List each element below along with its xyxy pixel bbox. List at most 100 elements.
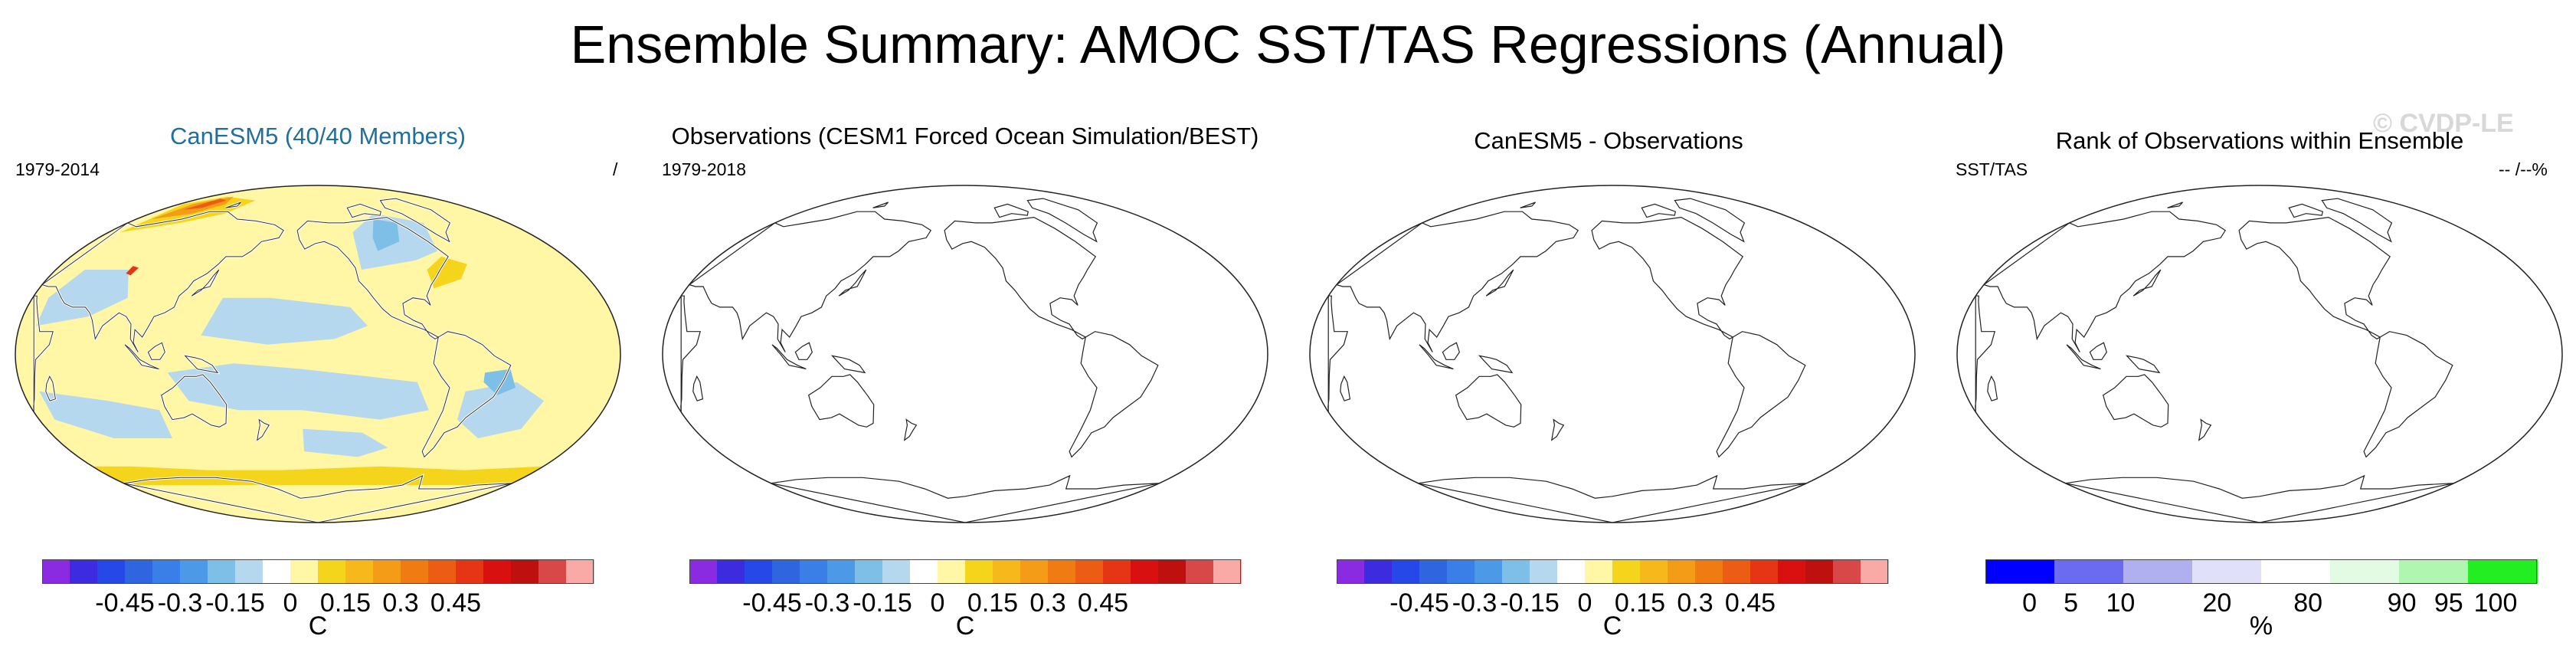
colorbar-unit: % — [2249, 611, 2273, 641]
colorbar-segment — [1695, 559, 1723, 584]
world-map — [662, 185, 1268, 523]
colorbar — [1985, 559, 2538, 584]
colorbar-segment — [1612, 559, 1641, 584]
colorbar-segment — [1364, 559, 1393, 584]
colorbar-segment — [1158, 559, 1187, 584]
colorbar-segment — [97, 559, 126, 584]
colorbar-segment — [882, 559, 911, 584]
colorbar-tick-label: 10 — [2106, 588, 2136, 618]
colorbar-segment — [318, 559, 346, 584]
colorbar-segment — [180, 559, 208, 584]
colorbar-segment — [1447, 559, 1475, 584]
colorbar-segment — [2192, 559, 2262, 584]
colorbar-tick-label: 0.15 — [967, 588, 1019, 618]
colorbar-tick-label: 5 — [2064, 588, 2079, 618]
colorbar-tick-labels: -0.45 -0.3 -0.15 0 0.15 0.3 0.45 — [689, 588, 1241, 619]
colorbar-segment — [800, 559, 828, 584]
colorbar-segment — [152, 559, 181, 584]
colorbar-segment — [1778, 559, 1806, 584]
colorbar-segment — [538, 559, 567, 584]
colorbar-segment — [745, 559, 773, 584]
colorbar-segment — [1075, 559, 1104, 584]
colorbar-segment — [1985, 559, 2055, 584]
colorbar-tick-label: -0.45 — [742, 588, 802, 618]
colorbar-segment — [1392, 559, 1420, 584]
colorbar-segment — [1186, 559, 1214, 584]
colorbar-tick-label: 0.45 — [1077, 588, 1129, 618]
colorbar-segment — [1861, 559, 1889, 584]
colorbar-segment — [373, 559, 401, 584]
colorbar-tick-label: -0.3 — [1452, 588, 1497, 618]
colorbar — [689, 559, 1242, 584]
colorbar-segment — [772, 559, 800, 584]
colorbar-tick-label: 0.45 — [1724, 588, 1776, 618]
world-map — [15, 185, 621, 523]
colorbar-segment — [993, 559, 1021, 584]
colorbar-tick-label: 0 — [2022, 588, 2038, 618]
colorbar-segment — [235, 559, 263, 584]
colorbar-segment — [290, 559, 319, 584]
colorbar-tick-label: 95 — [2434, 588, 2463, 618]
colorbar-tick-label: -0.3 — [157, 588, 203, 618]
colorbar-segment — [717, 559, 745, 584]
colorbar-segment — [2330, 559, 2400, 584]
colorbar-segment — [456, 559, 484, 584]
colorbar-tick-label: 0.3 — [382, 588, 419, 618]
colorbar-tick-label: 80 — [2293, 588, 2323, 618]
colorbar-unit: C — [955, 611, 975, 641]
colorbar-segment — [855, 559, 883, 584]
colorbar-segment — [566, 559, 594, 584]
colorbar-segment — [1213, 559, 1242, 584]
colorbar-tick-label: -0.15 — [205, 588, 265, 618]
colorbar-segment — [1419, 559, 1448, 584]
colorbar-unit: C — [308, 611, 328, 641]
colorbar-segment — [208, 559, 236, 584]
colorbar-segment — [1530, 559, 1558, 584]
colorbar-segment — [1640, 559, 1668, 584]
colorbar-tick-label: -0.45 — [1389, 588, 1449, 618]
colorbar-segment — [965, 559, 993, 584]
panel-title: Observations (CESM1 Forced Ocean Simulat… — [671, 123, 1259, 149]
colorbar-segment — [1805, 559, 1834, 584]
colorbar — [42, 559, 594, 584]
colorbar-tick-label: -0.15 — [853, 588, 912, 618]
colorbar-tick-label: 0.15 — [1614, 588, 1666, 618]
colorbar-segment — [1833, 559, 1861, 584]
colorbar-segment — [401, 559, 429, 584]
colorbar-segment — [511, 559, 539, 584]
colorbar-segment — [2123, 559, 2193, 584]
period-label: 1979-2018 — [662, 159, 746, 179]
panel-title: Rank of Observations within Ensemble — [2055, 127, 2464, 154]
world-map — [1956, 185, 2563, 523]
panel-title: CanESM5 (40/40 Members) — [170, 123, 466, 149]
colorbar-segment — [2261, 559, 2331, 584]
watermark: © CVDP-LE — [2373, 109, 2514, 138]
colorbar-tick-label: 0.15 — [319, 588, 372, 618]
colorbar-tick-label: 90 — [2387, 588, 2417, 618]
period-label: 1979-2014 — [15, 159, 100, 179]
colorbar-tick-labels: 0 5 10 20 80 90 95 100 — [1985, 588, 2537, 619]
colorbar-tick-label: 0 — [930, 588, 945, 618]
colorbar — [1337, 559, 1889, 584]
colorbar-segment — [70, 559, 98, 584]
variable-label: SST/TAS — [1956, 159, 2028, 179]
colorbar-segment — [1557, 559, 1586, 584]
colorbar-segment — [1020, 559, 1049, 584]
colorbar-tick-labels: -0.45 -0.3 -0.15 0 0.15 0.3 0.45 — [1337, 588, 1888, 619]
colorbar-segment — [1750, 559, 1779, 584]
colorbar-tick-label: 0 — [1577, 588, 1592, 618]
colorbar-segment — [2468, 559, 2538, 584]
colorbar-segment — [483, 559, 512, 584]
colorbar-segment — [1668, 559, 1696, 584]
panel-title: CanESM5 - Observations — [1474, 127, 1743, 154]
right-label: / — [613, 159, 618, 179]
colorbar-segment — [938, 559, 966, 584]
colorbar-segment — [1475, 559, 1503, 584]
colorbar-tick-label: 0.3 — [1029, 588, 1066, 618]
colorbar-segment — [42, 559, 70, 584]
colorbar-segment — [689, 559, 718, 584]
colorbar-tick-label: 0.45 — [430, 588, 482, 618]
colorbar-unit: C — [1602, 611, 1622, 641]
figure-title: Ensemble Summary: AMOC SST/TAS Regressio… — [570, 15, 2006, 74]
colorbar-tick-label: -0.45 — [95, 588, 155, 618]
